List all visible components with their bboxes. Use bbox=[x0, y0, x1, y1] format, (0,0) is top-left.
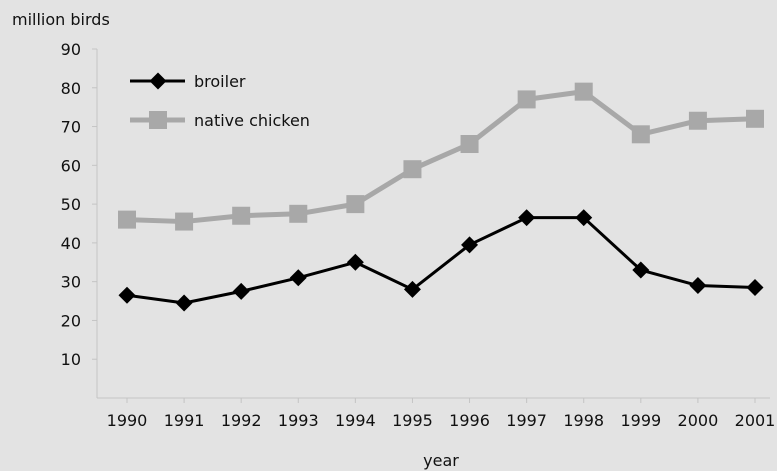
legend-native-chicken-label: native chicken bbox=[194, 111, 310, 130]
legend-broiler-diamond-icon bbox=[149, 72, 167, 90]
y-tick-label: 30 bbox=[61, 273, 81, 292]
x-tick-label: 1994 bbox=[335, 411, 376, 430]
x-tick-label: 2000 bbox=[678, 411, 719, 430]
data-point-native-chicken bbox=[688, 111, 707, 130]
y-tick-label: 20 bbox=[61, 311, 81, 330]
data-point-broiler bbox=[746, 278, 764, 296]
data-point-broiler bbox=[289, 269, 307, 287]
data-point-native-chicken bbox=[517, 90, 536, 109]
legend-broiler-label: broiler bbox=[194, 72, 246, 91]
x-tick-label: 2001 bbox=[735, 411, 776, 430]
y-tick-label: 40 bbox=[61, 234, 81, 253]
data-point-broiler bbox=[632, 261, 650, 279]
series-layer bbox=[118, 82, 764, 312]
x-tick-label: 1993 bbox=[278, 411, 319, 430]
y-tick-label: 50 bbox=[61, 195, 81, 214]
x-tick-label: 1995 bbox=[392, 411, 433, 430]
legend-native-chicken-square-icon bbox=[149, 111, 167, 129]
x-tick-label: 1998 bbox=[563, 411, 604, 430]
x-tick-label: 1999 bbox=[620, 411, 661, 430]
data-point-broiler bbox=[575, 209, 593, 227]
data-point-broiler bbox=[346, 253, 364, 271]
y-tick-label: 90 bbox=[61, 40, 81, 59]
y-tick-label: 70 bbox=[61, 118, 81, 137]
data-point-native-chicken bbox=[118, 210, 136, 229]
data-point-native-chicken bbox=[746, 109, 764, 128]
x-tick-labels: 1990 1991 1992 1993 1994 1995 1996 1997 1998 1999… bbox=[107, 398, 776, 430]
data-point-broiler bbox=[518, 209, 536, 227]
data-point-native-chicken bbox=[460, 135, 479, 154]
x-tick-label: 1997 bbox=[506, 411, 547, 430]
x-tick-label: 1990 bbox=[107, 411, 148, 430]
data-point-native-chicken bbox=[631, 125, 650, 144]
data-point-native-chicken bbox=[574, 82, 593, 101]
data-point-broiler bbox=[461, 236, 479, 254]
data-point-broiler bbox=[175, 294, 193, 312]
data-point-broiler bbox=[232, 282, 250, 300]
y-tick-label: 80 bbox=[61, 79, 81, 98]
x-tick-label: 1992 bbox=[221, 411, 262, 430]
data-point-broiler bbox=[118, 286, 136, 304]
x-tick-label: 1996 bbox=[449, 411, 490, 430]
data-point-native-chicken bbox=[403, 160, 422, 179]
y-tick-labels: 10 20 30 40 50 60 70 80 90 bbox=[61, 40, 97, 369]
y-axis-title: million birds bbox=[12, 10, 110, 29]
data-point-native-chicken bbox=[346, 195, 365, 214]
x-tick-label: 1991 bbox=[164, 411, 205, 430]
data-point-native-chicken bbox=[232, 206, 251, 225]
data-point-broiler bbox=[689, 277, 707, 295]
series-line-native-chicken bbox=[126, 89, 756, 225]
data-point-native-chicken bbox=[289, 204, 308, 223]
legend: broiler native chicken bbox=[130, 72, 310, 130]
data-point-broiler bbox=[403, 280, 421, 298]
series-line-broiler bbox=[126, 216, 756, 305]
y-tick-label: 10 bbox=[61, 350, 81, 369]
y-tick-label: 60 bbox=[61, 156, 81, 175]
data-point-native-chicken bbox=[175, 212, 194, 231]
x-axis-title: year bbox=[423, 451, 459, 470]
